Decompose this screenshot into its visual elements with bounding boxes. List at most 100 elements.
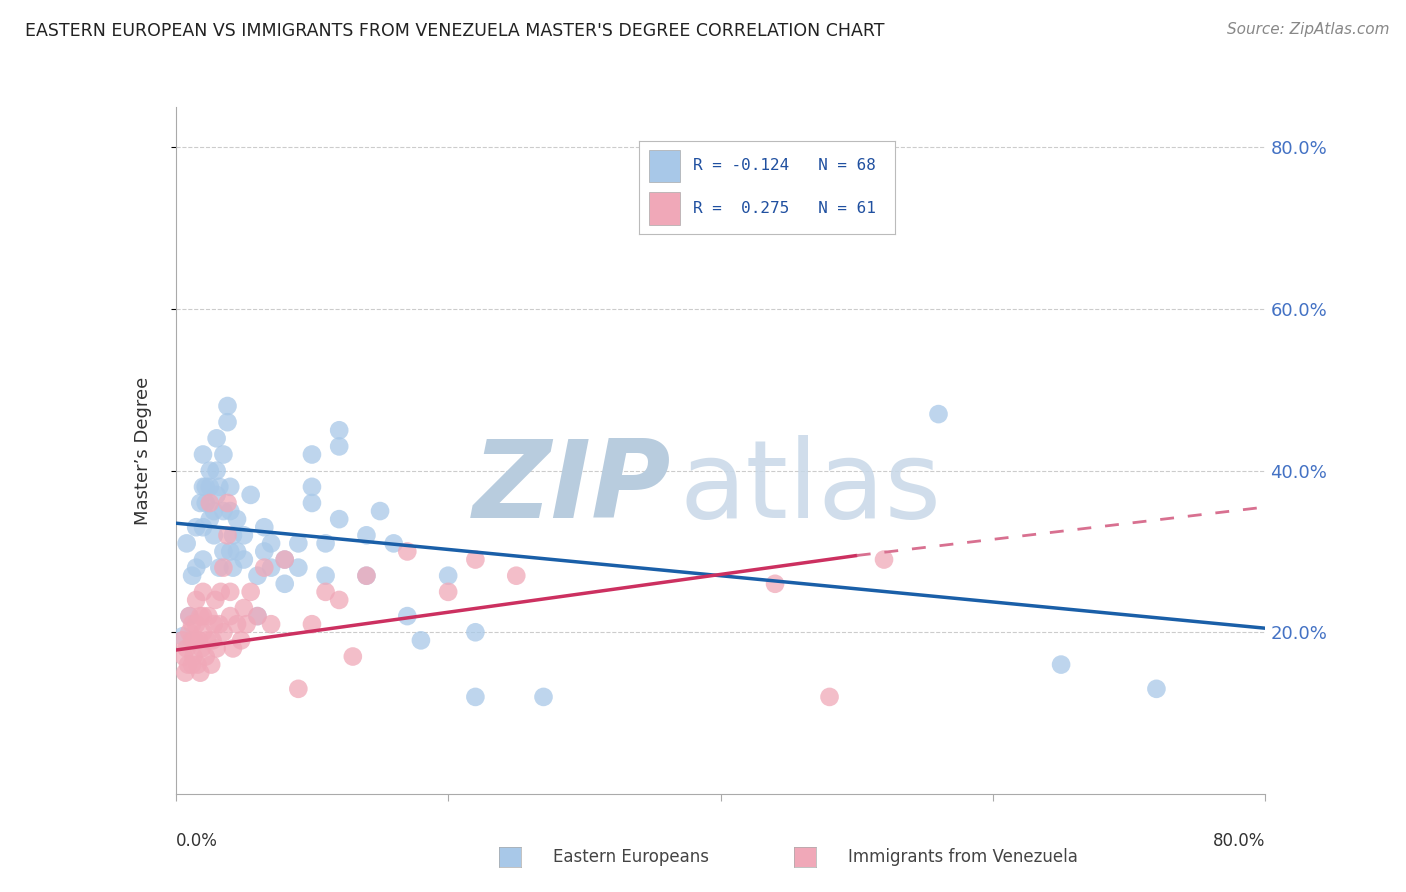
Point bbox=[212, 504, 235, 518]
Point bbox=[464, 552, 486, 566]
Point bbox=[208, 480, 231, 494]
Point bbox=[173, 649, 195, 664]
Point bbox=[194, 649, 217, 664]
Point bbox=[195, 633, 218, 648]
Point bbox=[186, 593, 208, 607]
Text: 0.0%: 0.0% bbox=[176, 831, 218, 850]
Point bbox=[222, 560, 245, 574]
Point bbox=[204, 593, 226, 607]
Point bbox=[464, 625, 486, 640]
Point bbox=[226, 617, 249, 632]
Point bbox=[246, 609, 269, 624]
Point bbox=[217, 399, 239, 413]
Text: R =  0.275   N = 61: R = 0.275 N = 61 bbox=[693, 201, 876, 216]
Point bbox=[437, 585, 460, 599]
Point bbox=[208, 560, 231, 574]
Point bbox=[226, 544, 249, 558]
Point bbox=[232, 601, 254, 615]
Point bbox=[533, 690, 555, 704]
Point bbox=[342, 649, 364, 664]
Point bbox=[239, 488, 262, 502]
Text: Eastern Europeans: Eastern Europeans bbox=[553, 848, 709, 866]
Point bbox=[301, 480, 323, 494]
Point bbox=[763, 576, 786, 591]
Point bbox=[315, 585, 337, 599]
Point bbox=[315, 568, 337, 582]
Point bbox=[202, 528, 225, 542]
Point bbox=[356, 568, 378, 582]
Point bbox=[219, 609, 242, 624]
Point bbox=[191, 609, 214, 624]
Point bbox=[191, 625, 214, 640]
Point bbox=[246, 609, 269, 624]
Point bbox=[396, 544, 419, 558]
Point bbox=[198, 480, 221, 494]
Point bbox=[212, 544, 235, 558]
Point bbox=[246, 568, 269, 582]
Point bbox=[191, 448, 214, 462]
Point bbox=[396, 609, 419, 624]
Point bbox=[274, 552, 297, 566]
Point bbox=[188, 665, 211, 680]
Point bbox=[328, 423, 350, 437]
Point bbox=[179, 625, 201, 640]
Point bbox=[194, 480, 217, 494]
Point bbox=[328, 593, 350, 607]
Point bbox=[217, 528, 239, 542]
Text: atlas: atlas bbox=[679, 435, 941, 541]
Point bbox=[287, 681, 309, 696]
Point bbox=[231, 633, 253, 648]
Point bbox=[191, 520, 214, 534]
Point bbox=[186, 560, 208, 574]
Point bbox=[194, 496, 217, 510]
Point bbox=[219, 480, 242, 494]
Point bbox=[217, 415, 239, 429]
Point bbox=[186, 657, 209, 672]
Point bbox=[181, 568, 204, 582]
Point bbox=[464, 690, 486, 704]
Point bbox=[205, 464, 228, 478]
Point bbox=[356, 528, 378, 542]
Point bbox=[187, 633, 209, 648]
Point bbox=[174, 665, 197, 680]
Point bbox=[190, 641, 212, 656]
Point bbox=[172, 629, 194, 643]
Point bbox=[235, 617, 257, 632]
Point bbox=[1050, 657, 1073, 672]
Point bbox=[274, 576, 297, 591]
Point bbox=[191, 552, 214, 566]
Point bbox=[222, 641, 245, 656]
Point bbox=[253, 520, 276, 534]
Text: EASTERN EUROPEAN VS IMMIGRANTS FROM VENEZUELA MASTER'S DEGREE CORRELATION CHART: EASTERN EUROPEAN VS IMMIGRANTS FROM VENE… bbox=[25, 22, 884, 40]
Point bbox=[232, 528, 254, 542]
Point bbox=[198, 464, 221, 478]
Point bbox=[181, 657, 204, 672]
Point bbox=[253, 560, 276, 574]
Text: Immigrants from Venezuela: Immigrants from Venezuela bbox=[848, 848, 1077, 866]
Point bbox=[232, 552, 254, 566]
Point bbox=[505, 568, 527, 582]
Point bbox=[260, 617, 283, 632]
Point bbox=[356, 568, 378, 582]
Point bbox=[222, 528, 245, 542]
Point bbox=[301, 617, 323, 632]
Point bbox=[260, 560, 283, 574]
Point bbox=[179, 609, 201, 624]
Text: ZIP: ZIP bbox=[474, 435, 672, 541]
Point bbox=[368, 504, 391, 518]
Point bbox=[198, 512, 221, 526]
Point bbox=[188, 609, 211, 624]
Point bbox=[183, 649, 205, 664]
Text: 80.0%: 80.0% bbox=[1213, 831, 1265, 850]
Point bbox=[205, 488, 228, 502]
Point bbox=[191, 585, 214, 599]
Point bbox=[205, 431, 228, 445]
Point bbox=[437, 568, 460, 582]
Point bbox=[181, 633, 204, 648]
Point bbox=[301, 448, 323, 462]
Text: R = -0.124   N = 68: R = -0.124 N = 68 bbox=[693, 159, 876, 173]
Point bbox=[200, 657, 222, 672]
Point bbox=[818, 690, 841, 704]
Point bbox=[209, 585, 232, 599]
Point bbox=[239, 585, 262, 599]
